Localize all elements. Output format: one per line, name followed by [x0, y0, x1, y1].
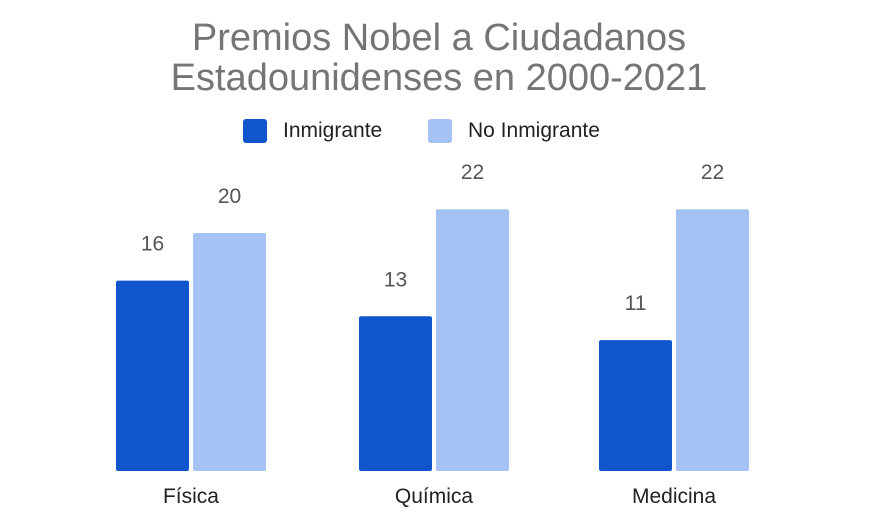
bar-fisica-inmigrante — [116, 280, 189, 471]
chart-title: Premios Nobel a Ciudadanos Estadounidens… — [0, 18, 878, 98]
x-tick-label-medicina: Medicina — [632, 485, 716, 508]
chart-title-line-1: Premios Nobel a Ciudadanos — [191, 17, 687, 59]
legend-swatch-inmigrante — [243, 119, 267, 143]
chart-title-line-2: Estadounidenses en 2000-2021 — [170, 57, 708, 99]
legend-swatch-no-inmigrante — [428, 119, 452, 143]
data-label-medicina-no-inmigrante: 22 — [701, 161, 724, 184]
chart-legend: Inmigrante No Inmigrante — [0, 118, 878, 144]
legend-item-no-inmigrante: No Inmigrante — [428, 118, 600, 144]
x-tick-label-quimica: Química — [395, 485, 474, 508]
bar-medicina-inmigrante — [599, 340, 672, 471]
legend-label-inmigrante: Inmigrante — [283, 119, 383, 142]
bar-fisica-no-inmigrante — [193, 233, 266, 471]
data-label-quimica-no-inmigrante: 22 — [461, 161, 484, 184]
data-label-fisica-inmigrante: 16 — [141, 233, 164, 256]
data-label-medicina-inmigrante: 11 — [625, 292, 647, 315]
x-tick-label-fisica: Física — [163, 485, 219, 508]
data-label-fisica-no-inmigrante: 20 — [218, 185, 241, 208]
bar-quimica-inmigrante — [359, 316, 432, 471]
legend-label-no-inmigrante: No Inmigrante — [468, 119, 600, 142]
legend-item-inmigrante: Inmigrante — [243, 118, 382, 144]
bar-quimica-no-inmigrante — [436, 209, 509, 471]
bar-medicina-no-inmigrante — [676, 209, 749, 471]
data-label-quimica-inmigrante: 13 — [384, 268, 407, 291]
